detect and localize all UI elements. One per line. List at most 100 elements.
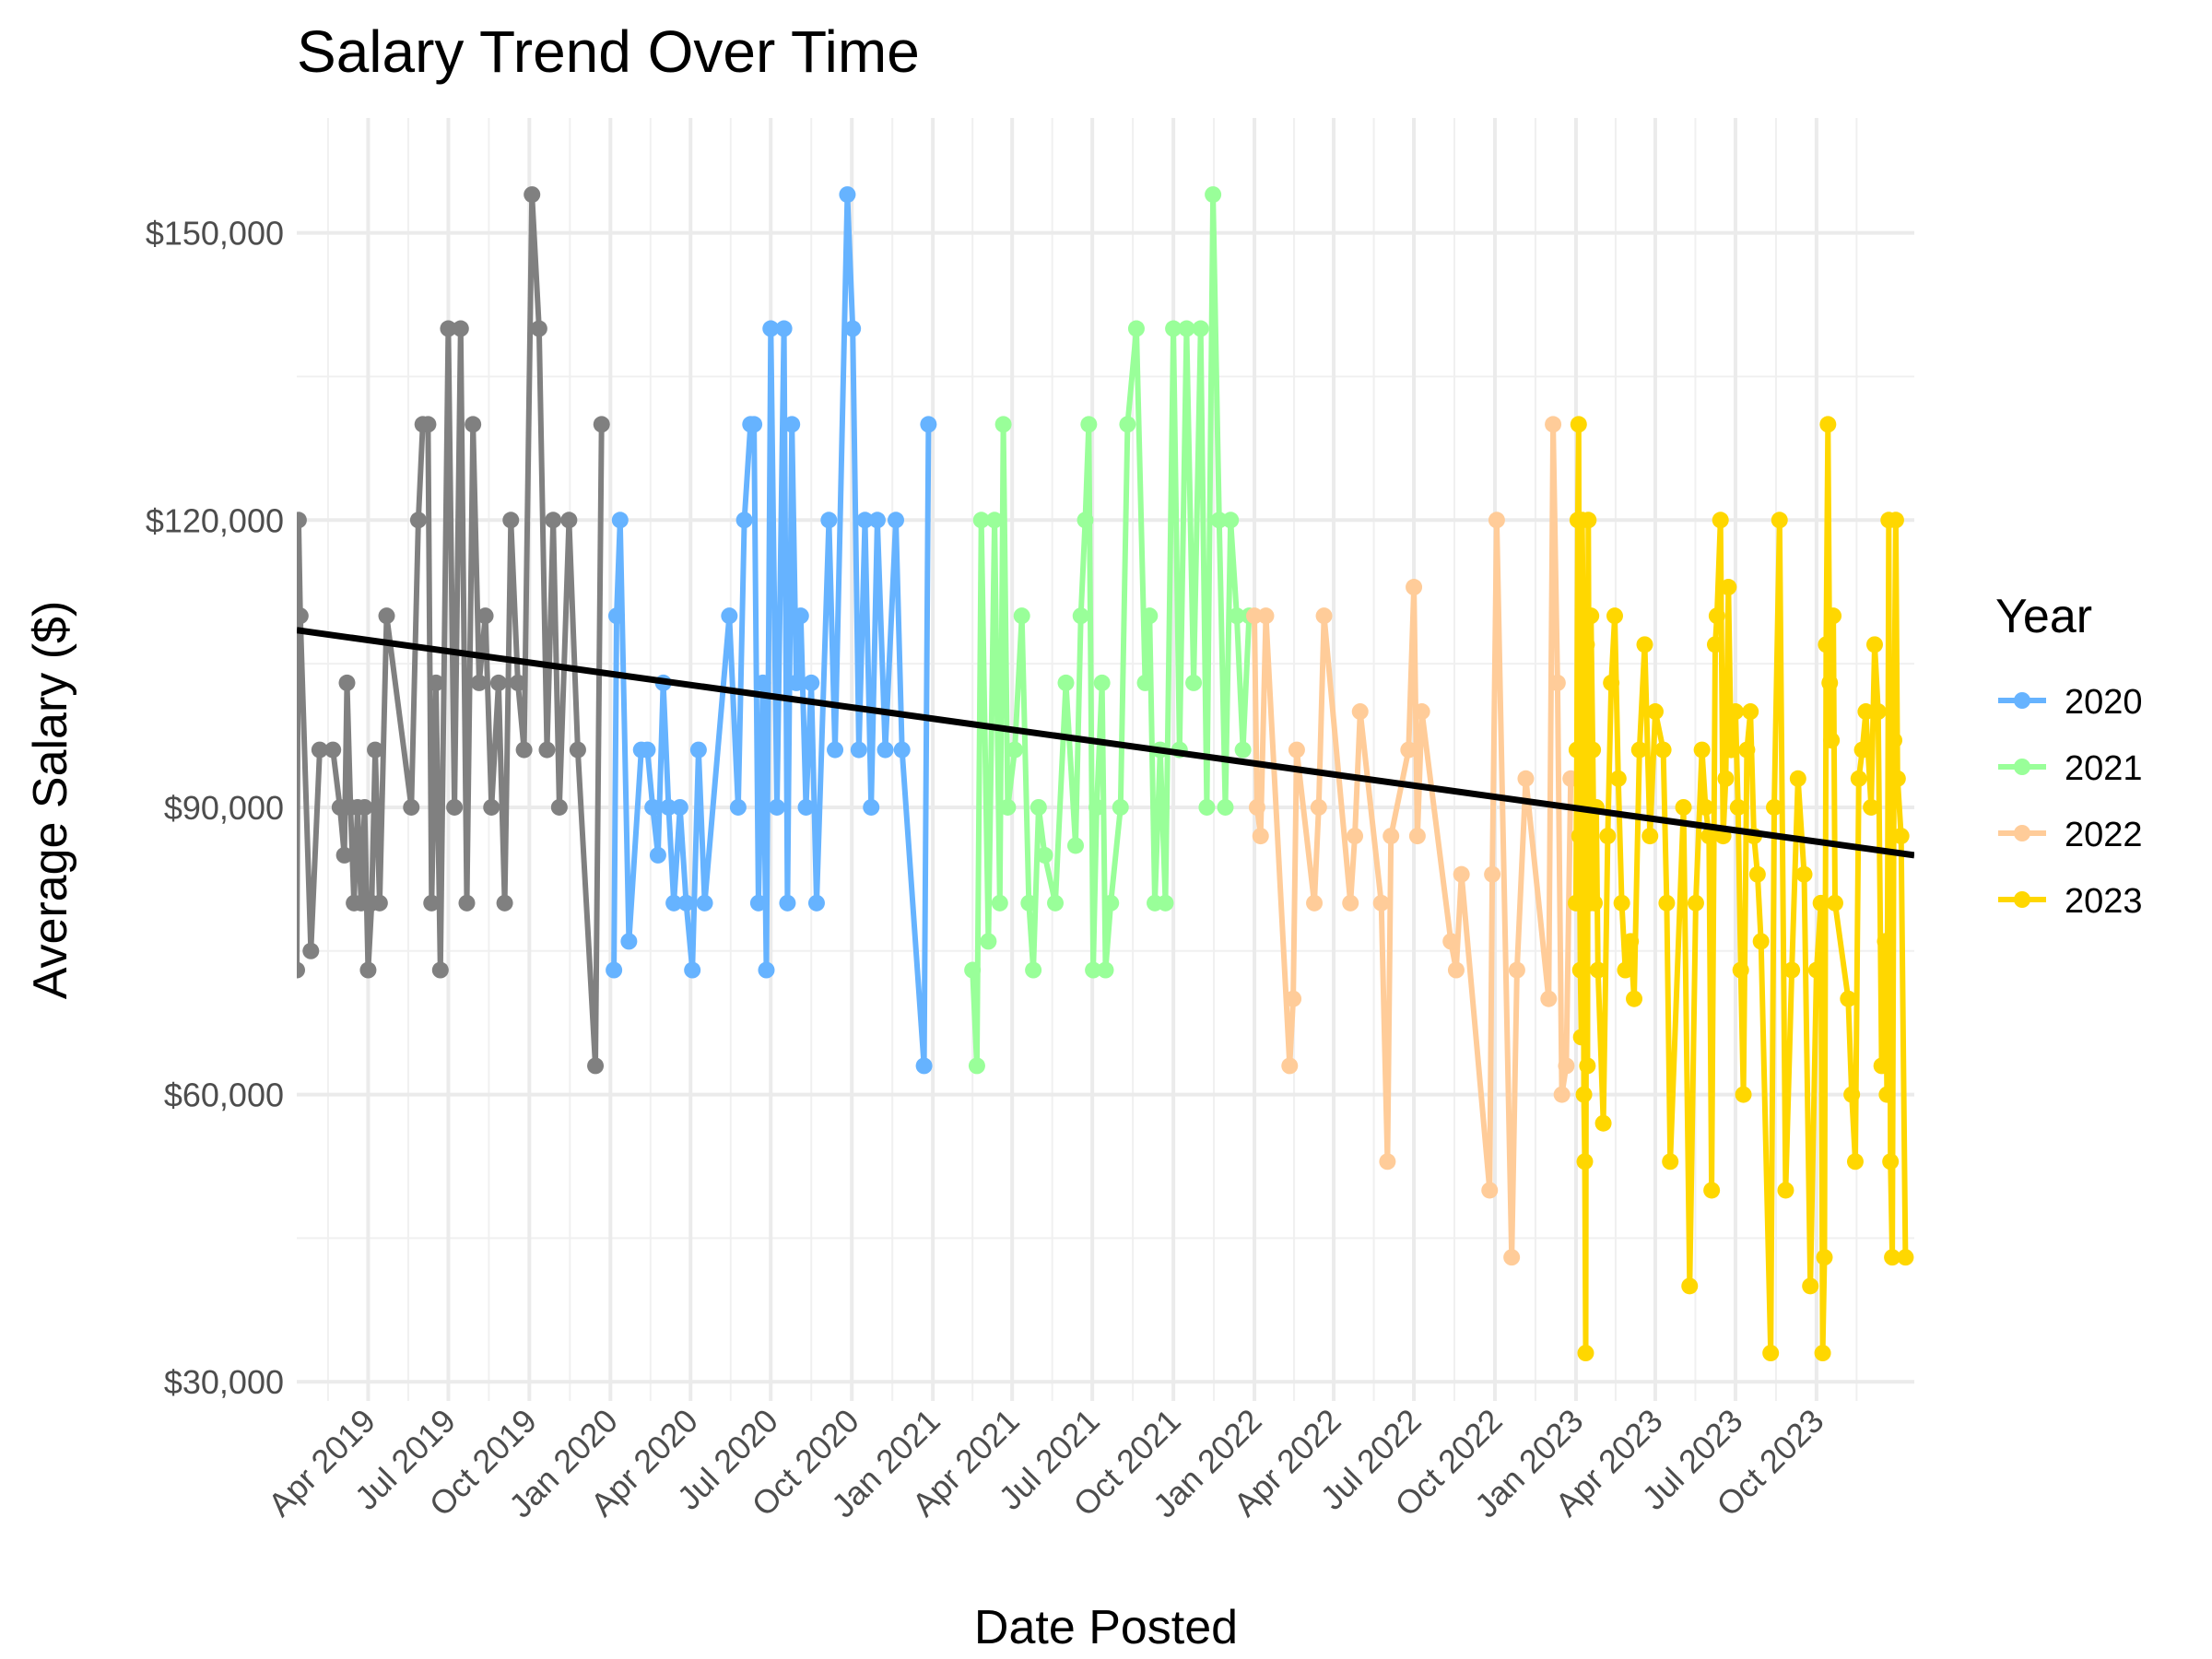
- data-point: [649, 846, 666, 864]
- data-point: [440, 320, 457, 337]
- y-axis-title: Average Salary ($): [24, 601, 77, 1000]
- data-point: [1013, 607, 1030, 625]
- data-point: [729, 798, 747, 816]
- data-point: [335, 846, 353, 864]
- data-point: [1347, 828, 1364, 845]
- y-tick-label: $90,000: [164, 789, 284, 827]
- y-tick-label: $30,000: [164, 1363, 284, 1401]
- data-point: [660, 798, 677, 816]
- legend-item-2020: 2020: [1998, 683, 2143, 722]
- data-point: [1406, 579, 1423, 596]
- data-point: [1453, 865, 1470, 883]
- data-point: [1783, 961, 1801, 979]
- data-point: [1878, 1086, 1896, 1103]
- data-point: [1823, 732, 1841, 749]
- data-point: [403, 798, 420, 816]
- x-axis-title: Date Posted: [974, 1601, 1238, 1654]
- data-point: [560, 512, 578, 529]
- data-point: [1572, 1029, 1590, 1046]
- data-point: [980, 933, 997, 950]
- data-point: [1812, 894, 1830, 912]
- data-point: [639, 741, 656, 759]
- data-point: [1481, 1182, 1499, 1199]
- data-point: [1257, 607, 1275, 625]
- data-point: [1351, 703, 1369, 721]
- data-point: [1112, 798, 1129, 816]
- data-point: [1285, 990, 1302, 1007]
- data-point: [787, 674, 805, 691]
- data-point: [428, 674, 445, 691]
- data-point: [827, 741, 844, 759]
- data-point: [1077, 512, 1094, 529]
- data-point: [1571, 961, 1589, 979]
- data-point: [1888, 770, 1906, 787]
- data-point: [1097, 961, 1114, 979]
- legend-label: 2020: [2065, 683, 2143, 722]
- data-point: [1742, 703, 1759, 721]
- data-point: [1738, 741, 1756, 759]
- data-point: [1576, 1153, 1594, 1171]
- data-point: [775, 320, 793, 337]
- data-point: [1706, 636, 1724, 653]
- data-point: [1802, 1277, 1819, 1295]
- data-point: [452, 320, 469, 337]
- data-point: [1157, 894, 1174, 912]
- data-point: [1488, 512, 1505, 529]
- data-point: [1508, 961, 1525, 979]
- data-point: [1636, 636, 1653, 653]
- data-point: [550, 798, 568, 816]
- data-point: [677, 894, 695, 912]
- data-point: [1057, 674, 1075, 691]
- legend-label: 2022: [2065, 816, 2143, 854]
- data-point: [1234, 741, 1252, 759]
- data-point: [1873, 1057, 1890, 1075]
- data-point: [1821, 674, 1839, 691]
- chart-title: Salary Trend Over Time: [297, 18, 920, 85]
- data-point: [1662, 1153, 1679, 1171]
- data-point: [1729, 798, 1747, 816]
- data-point: [758, 961, 775, 979]
- data-point: [1484, 865, 1501, 883]
- data-point: [1825, 607, 1842, 625]
- data-point: [762, 320, 780, 337]
- data-point: [1882, 1153, 1900, 1171]
- data-point: [863, 798, 880, 816]
- data-point: [1599, 828, 1617, 845]
- data-point: [1246, 607, 1264, 625]
- data-point: [754, 674, 771, 691]
- series-2020: [606, 186, 937, 1075]
- data-point: [530, 320, 547, 337]
- data-point: [696, 894, 713, 912]
- data-point: [1732, 961, 1749, 979]
- data-point: [1869, 703, 1887, 721]
- data-point: [1771, 512, 1788, 529]
- data-point: [1228, 607, 1245, 625]
- y-tick-label: $120,000: [146, 501, 284, 539]
- data-point: [1503, 1249, 1521, 1266]
- data-point: [302, 942, 320, 959]
- data-point: [1735, 1086, 1752, 1103]
- data-point: [593, 416, 610, 433]
- data-point: [1606, 607, 1623, 625]
- data-point: [999, 798, 1017, 816]
- series-layer: [297, 186, 1914, 1362]
- data-point: [1700, 828, 1718, 845]
- data-point: [1025, 961, 1042, 979]
- data-point: [920, 416, 937, 433]
- data-point: [1198, 798, 1216, 816]
- data-point: [1865, 636, 1883, 653]
- data-point: [324, 741, 342, 759]
- data-point: [297, 961, 305, 979]
- data-point: [1578, 636, 1595, 653]
- data-point: [986, 512, 1004, 529]
- data-point: [1703, 1182, 1721, 1199]
- data-point: [1712, 512, 1729, 529]
- data-point: [1748, 865, 1766, 883]
- data-point: [431, 961, 449, 979]
- trend-layer: [297, 627, 1914, 859]
- data-point: [338, 674, 356, 691]
- data-point: [587, 1057, 605, 1075]
- series-2021: [964, 186, 1258, 1075]
- data-point: [545, 512, 562, 529]
- data-point: [419, 416, 437, 433]
